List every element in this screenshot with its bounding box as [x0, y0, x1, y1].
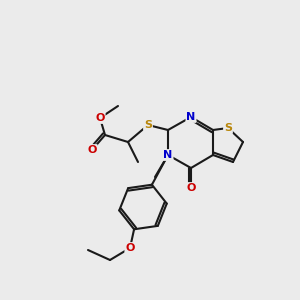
Text: N: N — [186, 112, 196, 122]
Text: O: O — [87, 145, 97, 155]
Text: S: S — [144, 120, 152, 130]
Text: N: N — [164, 150, 172, 160]
Text: S: S — [224, 123, 232, 133]
Text: O: O — [95, 113, 105, 123]
Text: O: O — [125, 243, 135, 253]
Text: O: O — [186, 183, 196, 193]
